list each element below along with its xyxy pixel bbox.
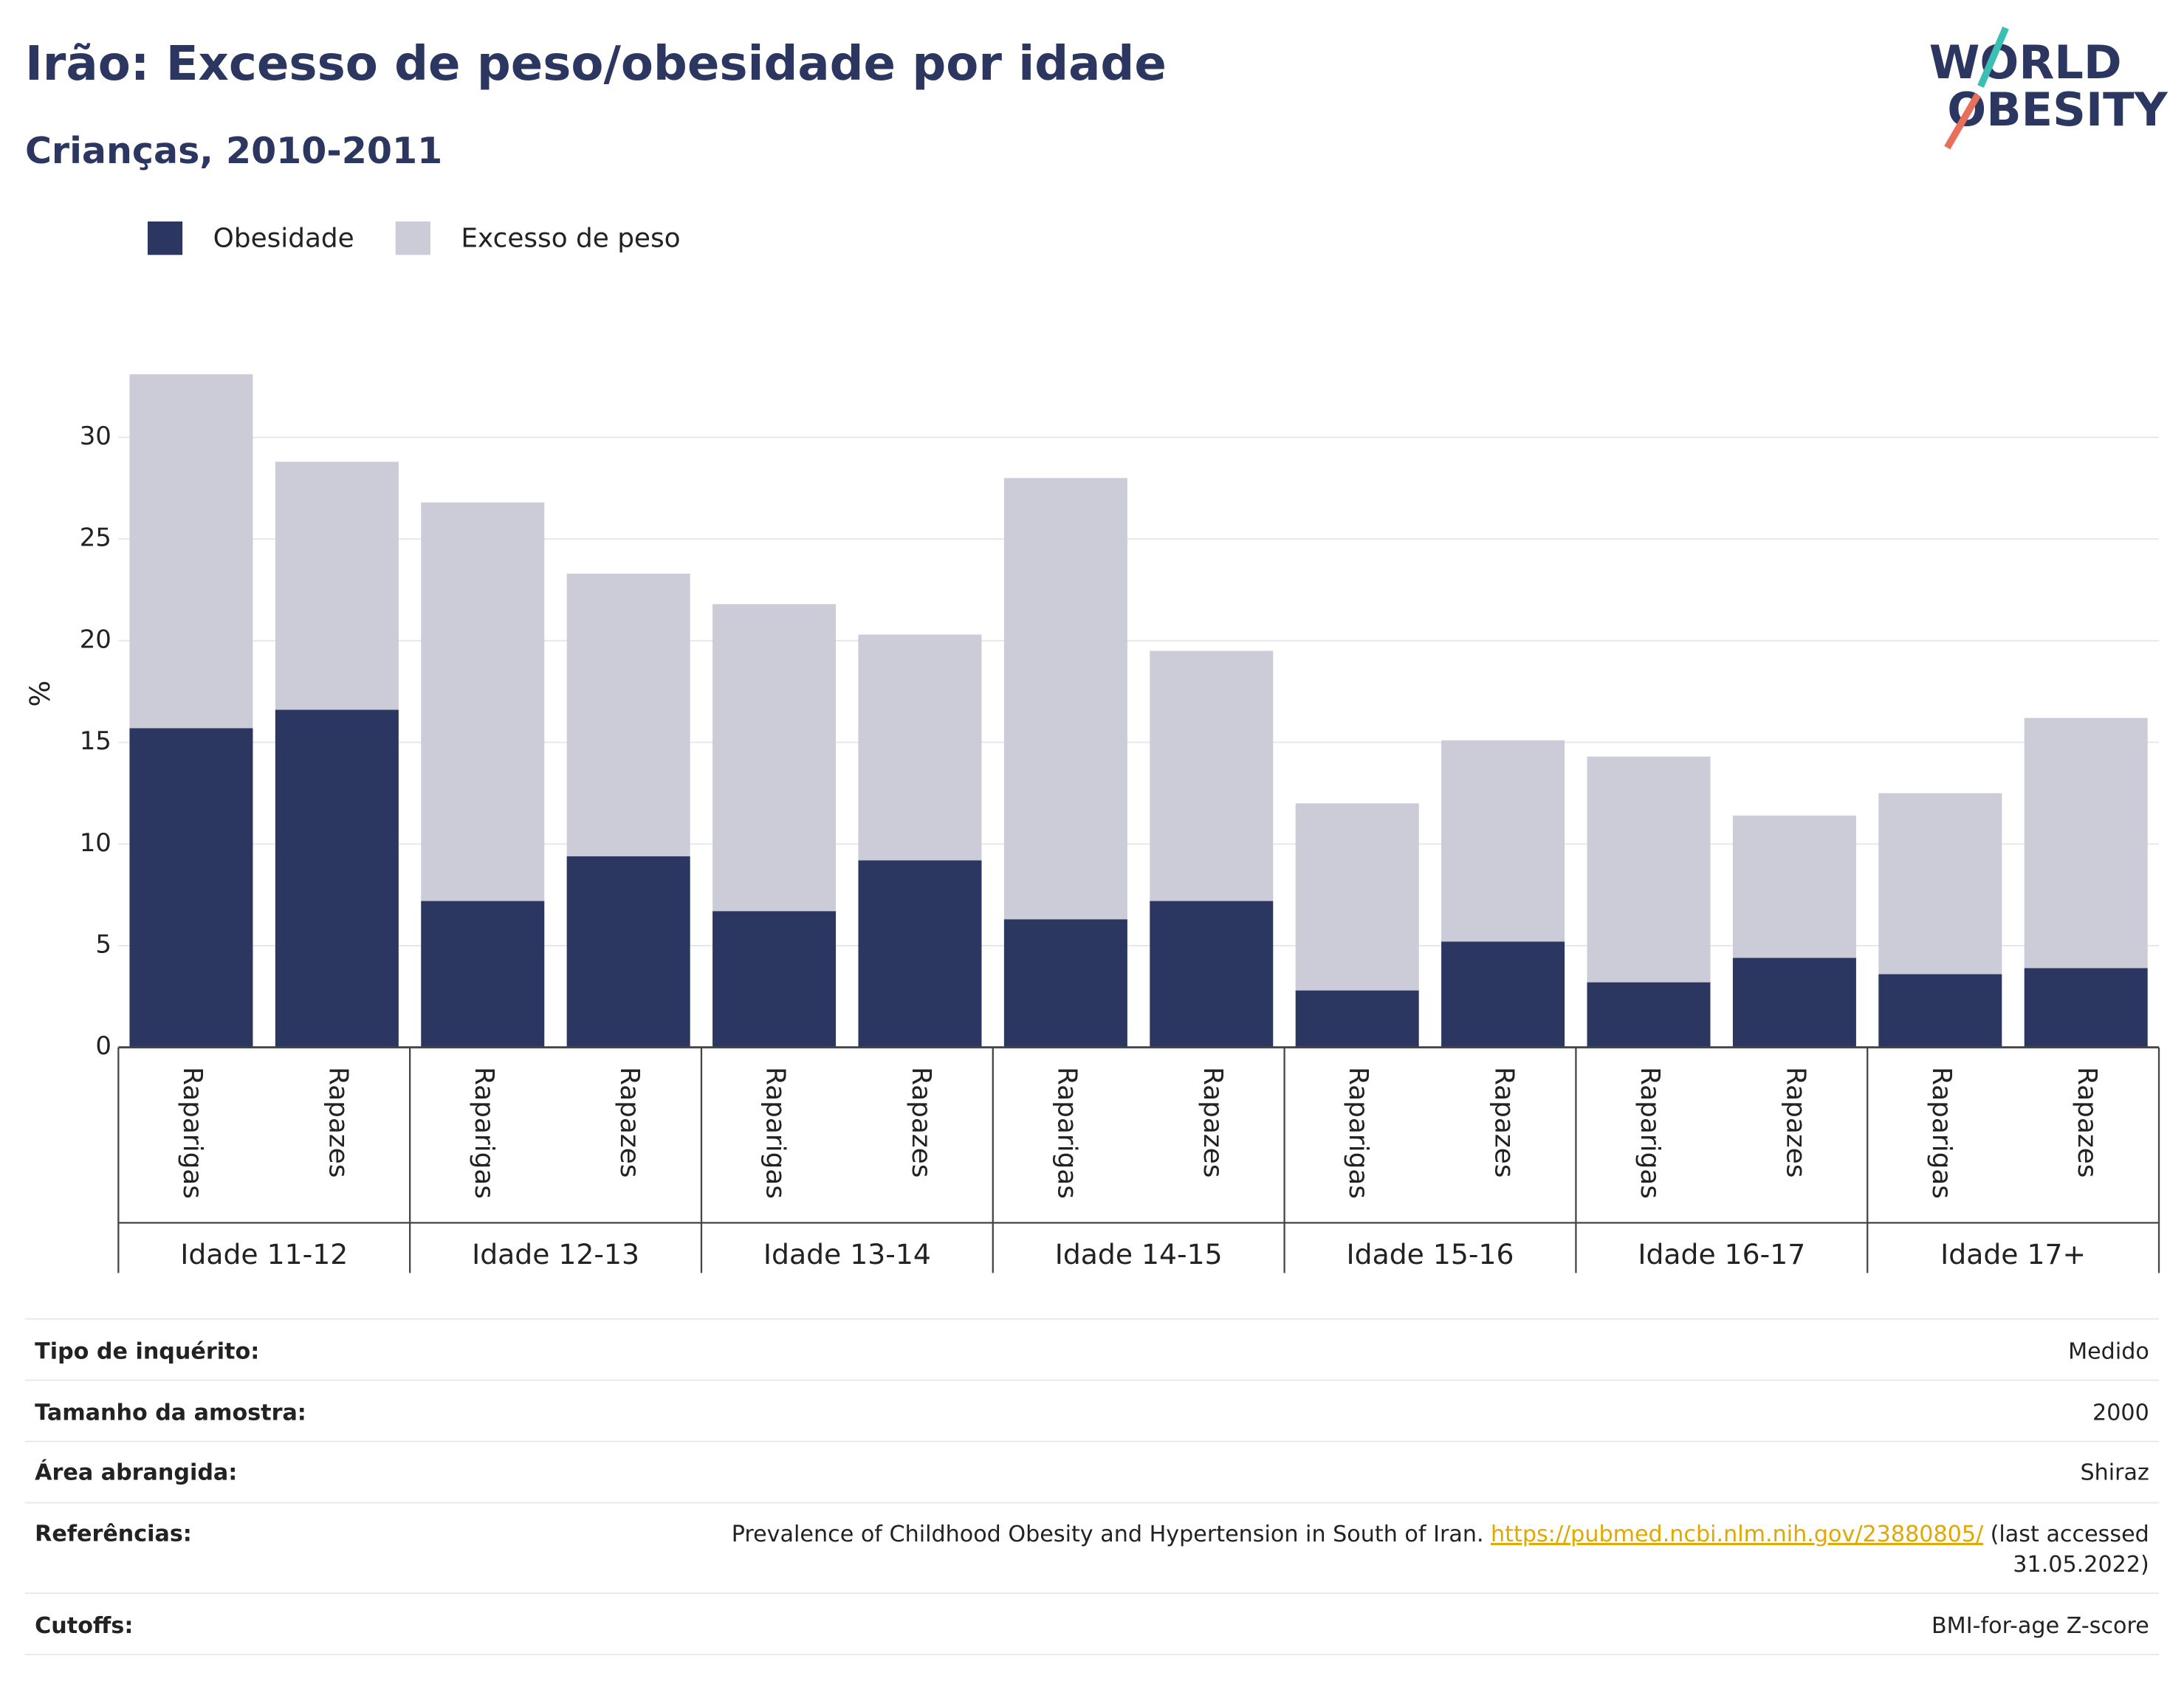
bar-segment [1295, 803, 1419, 991]
bar-segment [1003, 478, 1127, 920]
row-value: 31.05.2022) [2013, 1552, 2149, 1578]
ref-link[interactable]: https://pubmed.ncbi.nlm.nih.gov/23880805… [1491, 1521, 1984, 1547]
x-tick-label: Rapazes [1780, 1067, 1810, 1177]
logo-text: WORLD [1929, 35, 2122, 89]
bar-segment [1150, 901, 1274, 1048]
group-label: Idade 17+ [1940, 1238, 2086, 1271]
y-tick-label: 10 [80, 828, 111, 858]
x-tick-label: Raparigas [469, 1067, 499, 1199]
bar-segment [858, 634, 982, 861]
bar-segment [712, 604, 837, 912]
group-label: Idade 15-16 [1347, 1238, 1514, 1271]
legend-label: Excesso de peso [461, 224, 680, 254]
group-label: Idade 13-14 [763, 1238, 931, 1271]
x-tick-label: Rapazes [1198, 1067, 1228, 1177]
y-tick-label: 25 [80, 523, 111, 553]
y-tick-label: 20 [80, 625, 111, 654]
legend-swatch [147, 221, 183, 255]
bar-segment [1732, 815, 1856, 958]
legend-label: Obesidade [213, 224, 354, 254]
bar-segment [275, 461, 399, 710]
row-label: Referências: [35, 1521, 192, 1547]
y-tick-label: 5 [95, 929, 111, 959]
bar-segment [712, 911, 837, 1048]
x-tick-label: Raparigas [1051, 1067, 1082, 1199]
bar-segment [275, 709, 399, 1048]
group-label: Idade 14-15 [1055, 1238, 1223, 1271]
bar-segment [2024, 718, 2148, 969]
bar-segment [1878, 974, 2002, 1048]
bar-segment [421, 901, 545, 1048]
row-label: Tipo de inquérito: [35, 1338, 259, 1364]
row-value: 2000 [2092, 1400, 2149, 1426]
row-label: Cutoffs: [35, 1613, 133, 1639]
x-tick-label: Raparigas [760, 1067, 791, 1199]
bar-segment [1150, 650, 1274, 901]
row-value: Shiraz [2080, 1460, 2149, 1485]
y-tick-label: 15 [80, 726, 111, 756]
logo-text: OBESITY [1947, 83, 2168, 137]
x-tick-label: Rapazes [906, 1067, 936, 1177]
group-label: Idade 12-13 [472, 1238, 639, 1271]
row-label: Área abrangida: [35, 1459, 237, 1485]
chart-subtitle: Crianças, 2010-2011 [25, 129, 442, 172]
x-tick-label: Rapazes [1489, 1067, 1519, 1177]
bar-segment [858, 860, 982, 1048]
bar-segment [1441, 941, 1565, 1048]
x-tick-label: Rapazes [323, 1067, 353, 1177]
legend-swatch [395, 221, 430, 255]
ref-text: (last accessed [1991, 1521, 2149, 1547]
x-tick-label: Raparigas [1926, 1067, 1957, 1199]
bar-segment [1878, 793, 2002, 974]
x-tick-label: Raparigas [1343, 1067, 1373, 1199]
bar-segment [2024, 968, 2148, 1048]
bar-segment [566, 573, 690, 856]
y-tick-label: 0 [95, 1031, 111, 1061]
bar-segment [421, 502, 545, 901]
bar-segment [129, 728, 253, 1048]
row-label: Tamanho da amostra: [35, 1400, 306, 1426]
bar-segment [1441, 740, 1565, 942]
chart-title: Irão: Excesso de peso/obesidade por idad… [25, 36, 1167, 92]
group-label: Idade 11-12 [180, 1238, 348, 1271]
bar-segment [1587, 756, 1711, 983]
bar-segment [1732, 957, 1856, 1048]
logo-stroke [1944, 92, 1981, 150]
bar-segment [566, 856, 690, 1048]
x-tick-label: Rapazes [2072, 1067, 2102, 1177]
bar-segment [1003, 919, 1127, 1048]
logo-stroke [1977, 26, 2009, 88]
bar-segment [1587, 982, 1711, 1048]
bar-segment [129, 374, 253, 729]
group-label: Idade 16-17 [1638, 1238, 1805, 1271]
bar-segment [1295, 990, 1419, 1048]
x-tick-label: Rapazes [614, 1067, 645, 1177]
row-value: Medido [2068, 1338, 2149, 1364]
ref-text: Prevalence of Childhood Obesity and Hype… [732, 1521, 1484, 1547]
x-tick-label: Raparigas [177, 1067, 207, 1199]
x-tick-label: Raparigas [1635, 1067, 1665, 1199]
row-value: BMI-for-age Z-score [1931, 1613, 2149, 1639]
y-axis-label: % [24, 681, 56, 707]
row-value: Prevalence of Childhood Obesity and Hype… [732, 1521, 2149, 1547]
y-tick-label: 30 [80, 422, 111, 451]
logo: WORLD OBESITY [1929, 26, 2168, 150]
